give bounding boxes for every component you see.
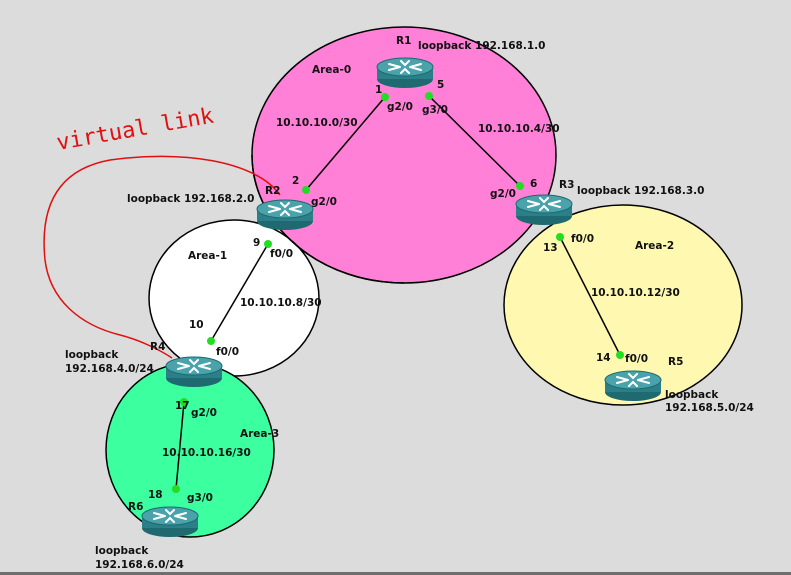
ip-r1-to-r2: 1 xyxy=(375,84,382,96)
router-r2-name: R2 xyxy=(265,185,280,197)
router-icon xyxy=(604,370,662,402)
port-dot-r1-g2 xyxy=(381,93,389,101)
router-r4-loopback-line2: 192.168.4.0/24 xyxy=(65,363,154,375)
router-r6-loopback-line1: loopback xyxy=(95,545,149,557)
area-2-label: Area-2 xyxy=(635,240,674,252)
area-0-label: Area-0 xyxy=(312,64,351,76)
link-r2-r4 xyxy=(210,243,269,342)
router-r5-loopback-line2: 192.168.5.0/24 xyxy=(665,402,754,414)
if-r4-f0: f0/0 xyxy=(216,346,239,358)
ip-r3-to-r1: 6 xyxy=(530,178,537,190)
if-r4-g2: g2/0 xyxy=(191,407,217,419)
router-r5-name: R5 xyxy=(668,356,683,368)
ip-r2-to-r1: 2 xyxy=(292,175,299,187)
port-dot-r2-g2 xyxy=(302,186,310,194)
router-r5-loopback-line1: loopback xyxy=(665,389,719,401)
virtual-link-label: virtual link xyxy=(55,104,216,156)
router-r2[interactable] xyxy=(256,199,314,231)
subnet-r4-r6: 10.10.10.16/30 xyxy=(162,447,251,459)
router-icon xyxy=(515,194,573,226)
router-r3-loopback: loopback 192.168.3.0 xyxy=(577,185,704,197)
router-r2-loopback: loopback 192.168.2.0 xyxy=(127,193,254,205)
ip-r4-to-r6: 17 xyxy=(175,400,190,412)
router-r3-name: R3 xyxy=(559,179,574,191)
subnet-r3-r5: 10.10.10.12/30 xyxy=(591,287,680,299)
router-r6-loopback-line2: 192.168.6.0/24 xyxy=(95,559,184,571)
if-r1-g3: g3/0 xyxy=(422,104,448,116)
if-r3-g2: g2/0 xyxy=(490,188,516,200)
if-r2-g2: g2/0 xyxy=(311,196,337,208)
link-r4-r6 xyxy=(175,401,185,490)
subnet-r1-r2: 10.10.10.0/30 xyxy=(276,117,358,129)
ip-r1-to-r3: 5 xyxy=(437,79,444,91)
router-r5[interactable] xyxy=(604,370,662,402)
area-0-boundary xyxy=(251,154,405,284)
router-r4-name: R4 xyxy=(150,341,165,353)
area-3-label: Area-3 xyxy=(240,428,279,440)
ip-r4-to-r2: 10 xyxy=(189,319,204,331)
if-r3-f0: f0/0 xyxy=(571,233,594,245)
if-r5-f0: f0/0 xyxy=(625,353,648,365)
if-r2-f0: f0/0 xyxy=(270,248,293,260)
ip-r3-to-r5: 13 xyxy=(543,242,558,254)
virtual-link-path xyxy=(43,155,281,359)
port-dot-r2-f0 xyxy=(264,240,272,248)
subnet-r2-r4: 10.10.10.8/30 xyxy=(240,297,322,309)
link-r3-r5 xyxy=(559,236,621,356)
router-r4[interactable] xyxy=(165,356,223,388)
router-r1-name: R1 xyxy=(396,35,411,47)
port-dot-r4-f0 xyxy=(207,337,215,345)
port-dot-r3-f0 xyxy=(556,233,564,241)
ip-r5-to-r3: 14 xyxy=(596,352,611,364)
link-r1-r2 xyxy=(305,96,386,191)
router-r6-name: R6 xyxy=(128,501,143,513)
router-r6[interactable] xyxy=(141,506,199,538)
router-icon xyxy=(256,199,314,231)
subnet-r1-r3: 10.10.10.4/30 xyxy=(478,123,560,135)
router-icon xyxy=(376,57,434,89)
link-r1-r3 xyxy=(428,95,521,187)
area-1-label: Area-1 xyxy=(188,250,227,262)
ip-r2-to-r4: 9 xyxy=(253,237,260,249)
router-icon xyxy=(141,506,199,538)
area-2-region xyxy=(503,204,743,406)
router-icon xyxy=(165,356,223,388)
bottom-edge-line xyxy=(0,572,791,575)
port-dot-r3-g2 xyxy=(516,182,524,190)
if-r6-g3: g3/0 xyxy=(187,492,213,504)
port-dot-r1-g3 xyxy=(425,92,433,100)
router-r3[interactable] xyxy=(515,194,573,226)
ip-r6-to-r4: 18 xyxy=(148,489,163,501)
router-r1[interactable] xyxy=(376,57,434,89)
port-dot-r6-g3 xyxy=(172,485,180,493)
port-dot-r5-f0 xyxy=(616,351,624,359)
router-r1-loopback: loopback 192.168.1.0 xyxy=(418,40,545,52)
if-r1-g2: g2/0 xyxy=(387,101,413,113)
port-dot-r4-g2 xyxy=(180,398,188,406)
router-r4-loopback-line1: loopback xyxy=(65,349,119,361)
